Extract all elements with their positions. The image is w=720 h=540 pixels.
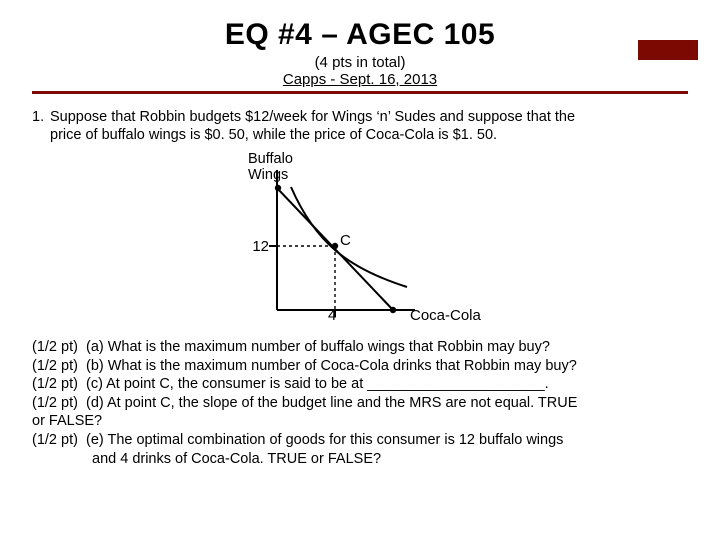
indifference-curve — [291, 187, 407, 287]
part-b: (1/2 pt) (b) What is the maximum number … — [32, 357, 688, 376]
point-bottom — [390, 307, 396, 313]
budget-chart: Buffalo Wings 12 C 4 Coca-Cola — [32, 152, 688, 342]
page-byline: Capps - Sept. 16, 2013 — [32, 71, 688, 88]
point-c — [332, 243, 338, 249]
question-text-line2: price of buffalo wings is $0. 50, while … — [50, 127, 497, 143]
page: EQ #4 – AGEC 105 (4 pts in total) Capps … — [0, 0, 720, 540]
question-text-line1: Suppose that Robbin budgets $12/week for… — [50, 109, 575, 125]
point-top — [275, 185, 281, 191]
accent-bar — [638, 40, 698, 60]
question-text: Suppose that Robbin budgets $12/week for… — [50, 108, 575, 144]
part-d-line2: or FALSE? — [32, 412, 688, 431]
divider — [32, 91, 688, 94]
sub-questions: (1/2 pt) (a) What is the maximum number … — [32, 338, 688, 468]
part-d: (1/2 pt) (d) At point C, the slope of th… — [32, 394, 688, 413]
page-subtitle: (4 pts in total) — [32, 54, 688, 71]
question-number: 1. — [32, 108, 50, 144]
part-c: (1/2 pt) (c) At point C, the consumer is… — [32, 375, 688, 394]
header-block: EQ #4 – AGEC 105 (4 pts in total) Capps … — [32, 18, 688, 88]
question-1: 1. Suppose that Robbin budgets $12/week … — [32, 108, 688, 144]
page-title: EQ #4 – AGEC 105 — [32, 18, 688, 52]
part-e-line2: and 4 drinks of Coca-Cola. TRUE or FALSE… — [32, 450, 688, 469]
part-e: (1/2 pt) (e) The optimal combination of … — [32, 431, 688, 450]
chart-svg — [257, 152, 457, 332]
